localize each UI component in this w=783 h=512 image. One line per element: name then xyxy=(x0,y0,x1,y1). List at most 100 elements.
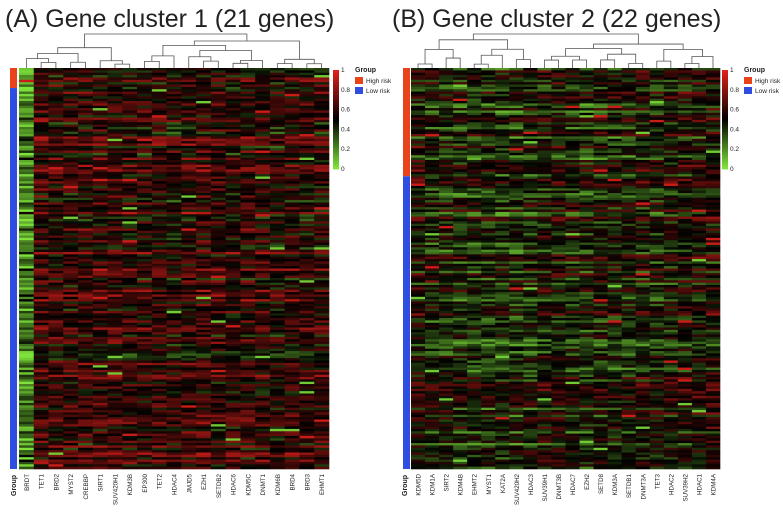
heatmap-cell xyxy=(225,306,241,309)
heatmap-cell xyxy=(467,148,482,151)
heatmap-cell xyxy=(48,412,64,416)
heatmap-cell xyxy=(425,343,440,347)
heatmap-cell xyxy=(63,315,79,319)
heatmap-cell xyxy=(63,414,79,418)
heatmap-cell xyxy=(269,459,286,463)
dendrogram-branch xyxy=(691,56,714,68)
heatmap-cell xyxy=(92,395,108,399)
heatmap-cell xyxy=(269,285,286,288)
heatmap-cell xyxy=(63,275,79,279)
heatmap-cell xyxy=(122,351,138,354)
heatmap-cell xyxy=(284,280,300,283)
heatmap-cell xyxy=(284,327,300,331)
heatmap-cell xyxy=(92,280,108,283)
heatmap-cell xyxy=(425,461,440,465)
heatmap-cell xyxy=(196,84,212,88)
heatmap-cell xyxy=(181,96,197,99)
heatmap-cell xyxy=(210,346,226,349)
heatmap-cell xyxy=(33,124,49,128)
heatmap-cell xyxy=(19,310,35,314)
heatmap-cell xyxy=(210,414,226,418)
heatmap-cell xyxy=(48,200,64,203)
heatmap-cell xyxy=(63,242,79,246)
heatmap-cell xyxy=(137,235,153,239)
legend-swatch xyxy=(355,77,363,84)
heatmap-cell xyxy=(92,263,108,267)
heatmap-cell xyxy=(453,242,468,246)
heatmap-cell xyxy=(240,447,256,451)
heatmap-cell xyxy=(166,322,182,326)
heatmap-cell xyxy=(210,211,226,215)
heatmap-cell xyxy=(314,339,330,342)
heatmap-cell xyxy=(299,214,315,217)
heatmap-cell xyxy=(63,351,79,354)
heatmap-cell xyxy=(314,343,330,347)
heatmap-cell xyxy=(284,93,300,97)
heatmap-cell xyxy=(453,296,468,300)
heatmap-cell xyxy=(92,72,108,76)
heatmap-cell xyxy=(196,294,212,298)
heatmap-cell xyxy=(439,181,454,184)
heatmap-cell xyxy=(196,327,212,331)
heatmap-cell xyxy=(196,235,212,239)
panel-a-colorbar: 10.80.60.40.20 xyxy=(333,67,350,173)
heatmap-cell xyxy=(425,372,440,375)
heatmap-cell xyxy=(255,282,271,286)
heatmap-cell xyxy=(166,124,182,128)
heatmap-cell xyxy=(196,285,212,288)
heatmap-cell xyxy=(269,334,286,338)
heatmap-cell xyxy=(78,237,94,241)
heatmap-cell xyxy=(48,355,64,359)
heatmap-cell xyxy=(495,365,510,368)
heatmap-cell xyxy=(495,157,510,161)
heatmap-cell xyxy=(19,315,35,319)
heatmap-cell xyxy=(137,244,153,248)
heatmap-cell xyxy=(225,294,241,298)
heatmap-cell xyxy=(151,183,167,187)
heatmap-cell xyxy=(425,362,440,366)
heatmap-cell xyxy=(299,464,315,467)
heatmap-cell xyxy=(137,122,153,125)
heatmap-cell xyxy=(166,164,182,168)
heatmap-cell xyxy=(63,410,79,413)
heatmap-cell xyxy=(107,348,123,352)
heatmap-cell xyxy=(269,308,286,312)
heatmap-cell xyxy=(151,216,167,220)
heatmap-cell xyxy=(166,400,182,404)
heatmap-cell xyxy=(137,162,153,166)
heatmap-cell xyxy=(225,372,241,375)
heatmap-cell xyxy=(453,131,468,135)
heatmap-cell xyxy=(92,157,108,161)
heatmap-cell xyxy=(48,292,64,295)
heatmap-cell xyxy=(33,435,49,439)
heatmap-cell xyxy=(509,270,524,274)
heatmap-cell xyxy=(107,379,123,383)
heatmap-cell xyxy=(425,466,440,470)
heatmap-cell xyxy=(314,431,330,434)
heatmap-cell xyxy=(33,438,49,441)
heatmap-cell xyxy=(453,440,468,444)
heatmap-cell xyxy=(240,185,256,189)
panel-a-group-bar xyxy=(10,68,17,470)
dendrogram-branch xyxy=(480,54,503,68)
heatmap-cell xyxy=(225,466,241,470)
heatmap-cell xyxy=(467,405,482,408)
heatmap-cell xyxy=(453,129,468,132)
heatmap-cell xyxy=(78,244,94,248)
heatmap-cell xyxy=(255,428,271,432)
heatmap-cell xyxy=(107,209,123,213)
heatmap-cell xyxy=(137,75,153,78)
heatmap-cell xyxy=(481,185,496,189)
heatmap-cell xyxy=(122,365,138,368)
gene-label: TET1 xyxy=(39,473,46,489)
heatmap-cell xyxy=(255,313,271,316)
heatmap-cell xyxy=(63,155,79,158)
heatmap-cell xyxy=(19,157,35,161)
heatmap-cell xyxy=(92,343,108,347)
heatmap-cell xyxy=(122,457,138,460)
heatmap-cell xyxy=(314,143,330,147)
heatmap-cell xyxy=(166,443,182,446)
heatmap-cell xyxy=(255,414,271,418)
heatmap-cell xyxy=(122,117,138,121)
heatmap-cell xyxy=(107,157,123,161)
